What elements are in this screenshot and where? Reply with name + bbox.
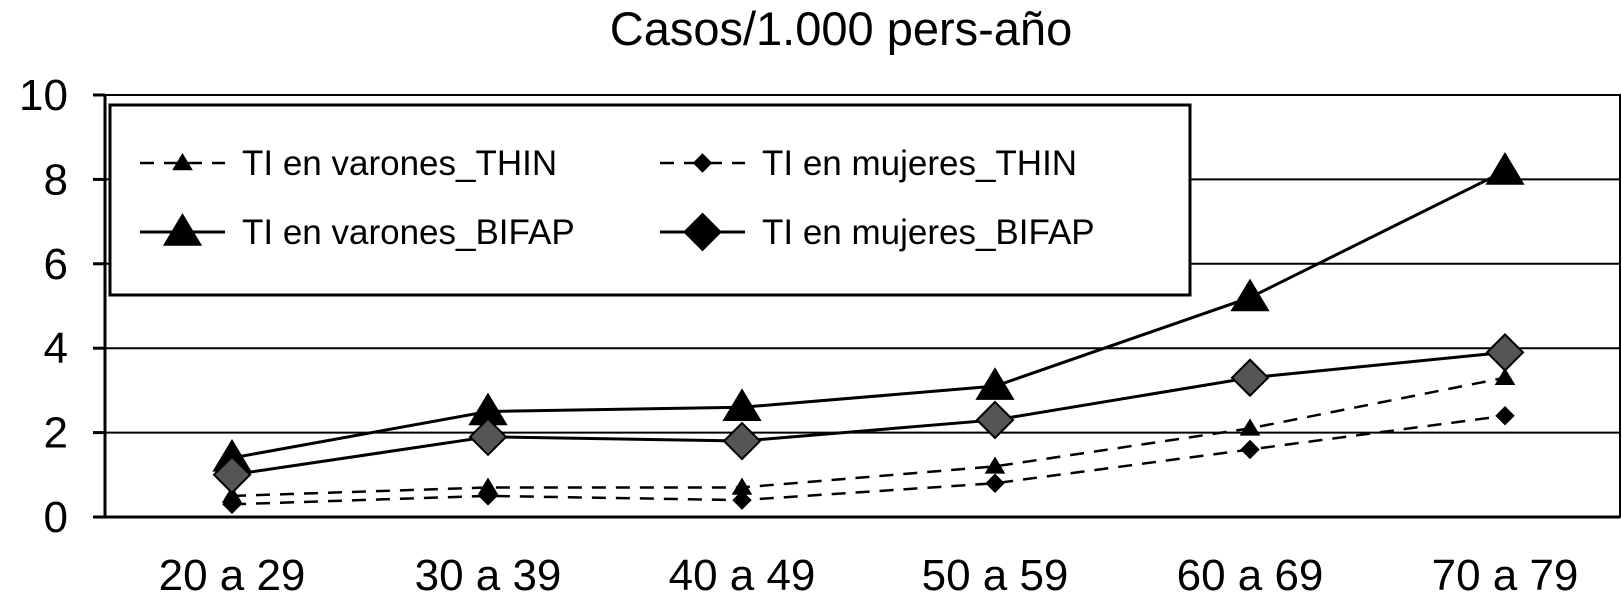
chart-title: Casos/1.000 pers-año	[610, 2, 1072, 55]
data-point-diamond	[1230, 358, 1270, 398]
legend-items: TI en varones_THIN TI en mujeres_THIN TI e…	[140, 144, 1095, 252]
legend: TI en varones_THIN TI en mujeres_THIN TI e…	[108, 103, 1192, 297]
data-point-triangle	[1485, 152, 1525, 185]
x-tick-label: 50 a 59	[922, 551, 1069, 600]
legend-marker-triangle	[172, 153, 193, 171]
y-tick-label: 8	[44, 155, 68, 204]
data-point-diamond	[975, 400, 1015, 440]
legend-marker-triangle	[162, 213, 203, 246]
legend-item: TI en mujeres_BIFAP	[660, 212, 1095, 252]
legend-item: TI en varones_THIN	[140, 144, 557, 183]
data-point-diamond	[1485, 333, 1525, 372]
legend-label: TI en varones_THIN	[242, 144, 557, 183]
x-tick-label: 20 a 29	[159, 551, 306, 600]
legend-marker-diamond	[683, 212, 722, 252]
x-tick-label: 30 a 39	[415, 551, 562, 600]
data-point-triangle	[975, 367, 1015, 400]
legend-item: TI en mujeres_THIN	[660, 144, 1077, 183]
series-line	[231, 414, 1506, 506]
series-markers	[212, 152, 1525, 515]
data-point-diamond	[985, 473, 1005, 493]
y-tick-label: 2	[44, 409, 68, 458]
series-line	[231, 376, 1506, 498]
data-point-diamond	[722, 421, 762, 461]
series-line	[231, 169, 1506, 460]
data-point-triangle	[1230, 278, 1270, 312]
data-point-triangle	[1494, 367, 1516, 385]
data-point-triangle	[1239, 418, 1261, 436]
x-tick-labels: 20 a 29 30 a 39 40 a 49 50 a 59 60 a 69 70 a …	[159, 551, 1579, 600]
legend-item: TI en varones_BIFAP	[140, 213, 575, 252]
data-point-diamond	[478, 486, 498, 506]
data-point-diamond	[1240, 439, 1260, 460]
data-point-diamond	[212, 455, 252, 495]
data-point-diamond	[468, 417, 508, 457]
legend-label: TI en mujeres_BIFAP	[762, 213, 1095, 252]
x-tick-label: 70 a 79	[1432, 551, 1579, 600]
legend-label: TI en mujeres_THIN	[762, 144, 1077, 183]
x-tick-label: 60 a 69	[1177, 551, 1324, 600]
data-point-diamond	[1495, 406, 1515, 426]
legend-marker-diamond	[692, 153, 713, 173]
legend-label: TI en varones_BIFAP	[242, 213, 575, 252]
y-tick-label: 0	[44, 493, 68, 542]
y-tick-label: 10	[19, 71, 68, 120]
y-tick-labels: 0 2 4 6 8 10	[19, 71, 105, 542]
y-tick-label: 4	[44, 324, 68, 373]
data-point-diamond	[732, 490, 752, 510]
data-point-triangle	[722, 388, 762, 422]
y-tick-label: 6	[44, 240, 68, 289]
data-point-triangle	[984, 456, 1006, 474]
data-point-diamond	[222, 494, 242, 515]
series-lines	[231, 169, 1506, 506]
series-line	[231, 350, 1506, 477]
legend-box	[108, 103, 1192, 297]
x-tick-label: 40 a 49	[669, 551, 816, 600]
